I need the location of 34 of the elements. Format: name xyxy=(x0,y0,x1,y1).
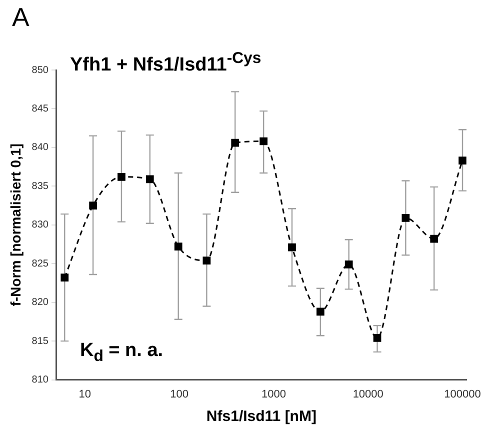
y-tick-label: 850 xyxy=(32,64,49,76)
y-tick-label: 810 xyxy=(32,374,49,386)
y-tick-label: 845 xyxy=(32,103,49,114)
x-tick-label: 100000 xyxy=(444,388,481,400)
point xyxy=(231,138,240,147)
y-tick-label: 820 xyxy=(32,297,49,308)
y-tick-label: 815 xyxy=(32,336,49,347)
x-axis-title: Nfs1/Isd11 [nM] xyxy=(206,408,316,426)
point xyxy=(260,137,268,146)
point xyxy=(174,242,182,251)
point xyxy=(430,234,438,243)
point xyxy=(60,274,69,282)
point xyxy=(89,202,97,210)
y-tick-label: 825 xyxy=(32,258,49,270)
annotation: K$_{d}$ = n. a. xyxy=(80,340,164,366)
y-tick-label: 830 xyxy=(32,220,49,231)
point xyxy=(344,260,353,268)
point xyxy=(118,172,126,181)
point xyxy=(458,156,466,165)
y-tick-label: 835 xyxy=(32,180,49,192)
text: A xyxy=(12,2,30,33)
x-tick-label: 100 xyxy=(170,388,188,400)
x-tick-label: 10 xyxy=(78,388,92,400)
point xyxy=(288,243,296,252)
chart-title: Yfh1 + Nfs1/Isd11$^{-Cys}$ xyxy=(70,50,262,76)
x-tick-label: 1000 xyxy=(261,388,286,400)
point xyxy=(146,175,154,184)
point xyxy=(202,256,211,264)
y-tick-label: 840 xyxy=(32,142,49,154)
x-tick-label: 10000 xyxy=(352,388,384,400)
point xyxy=(316,308,324,316)
point xyxy=(373,334,382,342)
y-axis-title: f-Norm [normalisiert 0,1] xyxy=(7,144,24,306)
point xyxy=(402,214,410,222)
